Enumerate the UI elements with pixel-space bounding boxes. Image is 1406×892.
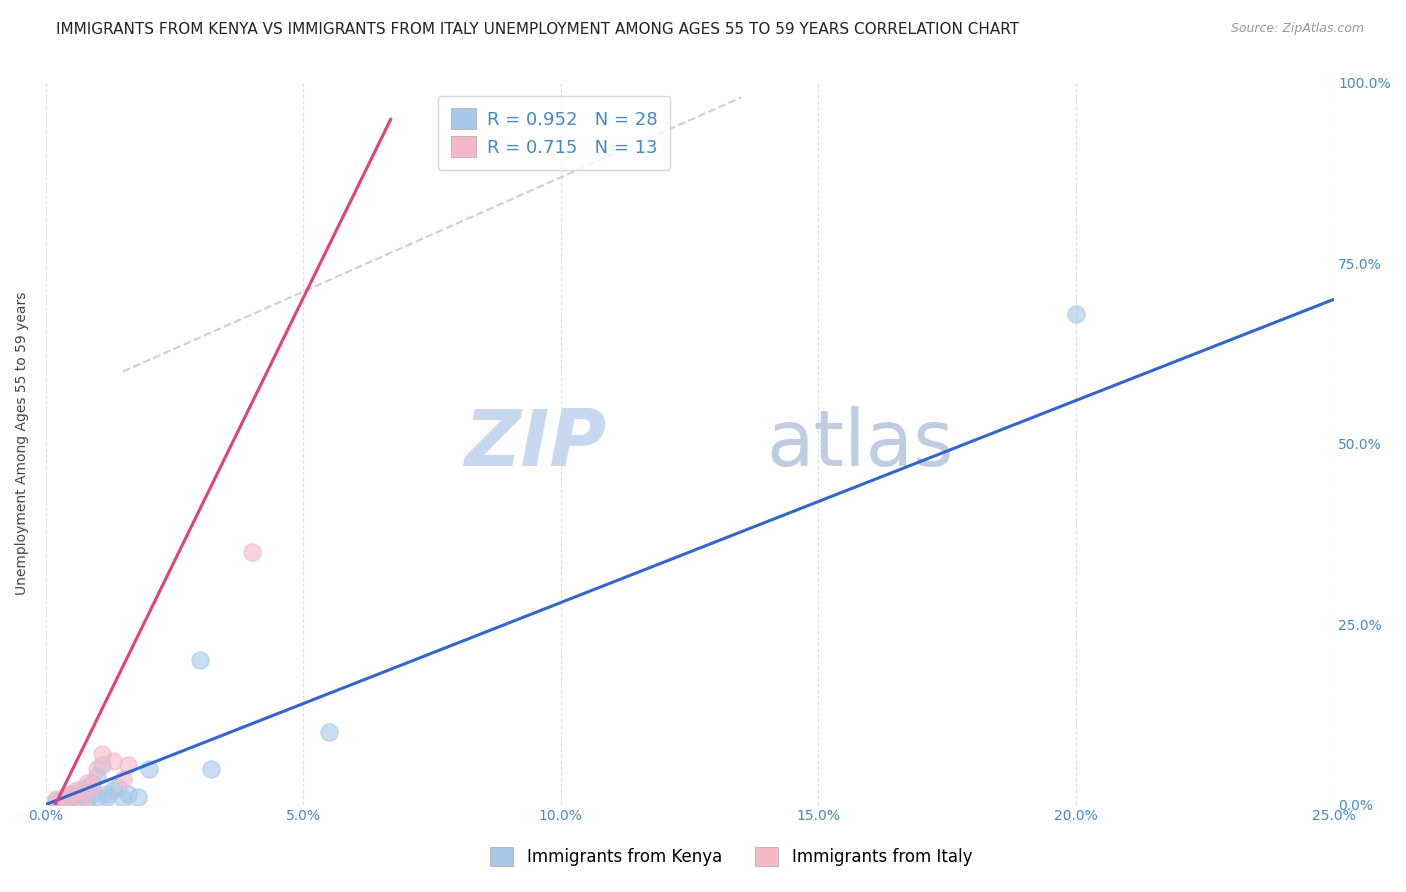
Point bbox=[70, 792, 93, 806]
Point bbox=[80, 787, 103, 801]
Point bbox=[96, 790, 118, 805]
Point bbox=[138, 762, 160, 776]
Point bbox=[86, 762, 108, 776]
Point bbox=[45, 794, 67, 808]
Point bbox=[96, 787, 118, 801]
Point bbox=[240, 545, 263, 559]
Point bbox=[65, 784, 87, 798]
Point bbox=[101, 754, 124, 768]
Point bbox=[65, 792, 87, 806]
Point bbox=[65, 783, 87, 797]
Point bbox=[91, 747, 114, 761]
Point bbox=[1064, 307, 1087, 321]
Point bbox=[188, 653, 211, 667]
Point bbox=[91, 758, 114, 772]
Point bbox=[318, 725, 340, 739]
Point bbox=[117, 758, 139, 772]
Text: IMMIGRANTS FROM KENYA VS IMMIGRANTS FROM ITALY UNEMPLOYMENT AMONG AGES 55 TO 59 : IMMIGRANTS FROM KENYA VS IMMIGRANTS FROM… bbox=[56, 22, 1019, 37]
Legend: Immigrants from Kenya, Immigrants from Italy: Immigrants from Kenya, Immigrants from I… bbox=[482, 838, 980, 875]
Point bbox=[76, 792, 98, 806]
Point bbox=[60, 787, 83, 801]
Point bbox=[107, 780, 129, 794]
Point bbox=[111, 792, 134, 806]
Point bbox=[49, 792, 72, 806]
Point bbox=[60, 787, 83, 801]
Point bbox=[86, 769, 108, 783]
Point bbox=[200, 762, 222, 776]
Point bbox=[70, 789, 93, 803]
Point bbox=[80, 780, 103, 794]
Point bbox=[70, 783, 93, 797]
Text: ZIP: ZIP bbox=[464, 406, 606, 482]
Point bbox=[111, 772, 134, 787]
Point bbox=[101, 783, 124, 797]
Text: Source: ZipAtlas.com: Source: ZipAtlas.com bbox=[1230, 22, 1364, 36]
Point bbox=[60, 790, 83, 805]
Point bbox=[55, 790, 77, 805]
Point bbox=[76, 780, 98, 794]
Point bbox=[127, 790, 149, 805]
Point bbox=[86, 790, 108, 805]
Point bbox=[55, 796, 77, 810]
Point bbox=[76, 776, 98, 790]
Point bbox=[80, 776, 103, 790]
Y-axis label: Unemployment Among Ages 55 to 59 years: Unemployment Among Ages 55 to 59 years bbox=[15, 292, 30, 596]
Legend: R = 0.952   N = 28, R = 0.715   N = 13: R = 0.952 N = 28, R = 0.715 N = 13 bbox=[439, 95, 671, 169]
Point bbox=[117, 787, 139, 801]
Text: atlas: atlas bbox=[766, 406, 955, 482]
Point bbox=[45, 792, 67, 806]
